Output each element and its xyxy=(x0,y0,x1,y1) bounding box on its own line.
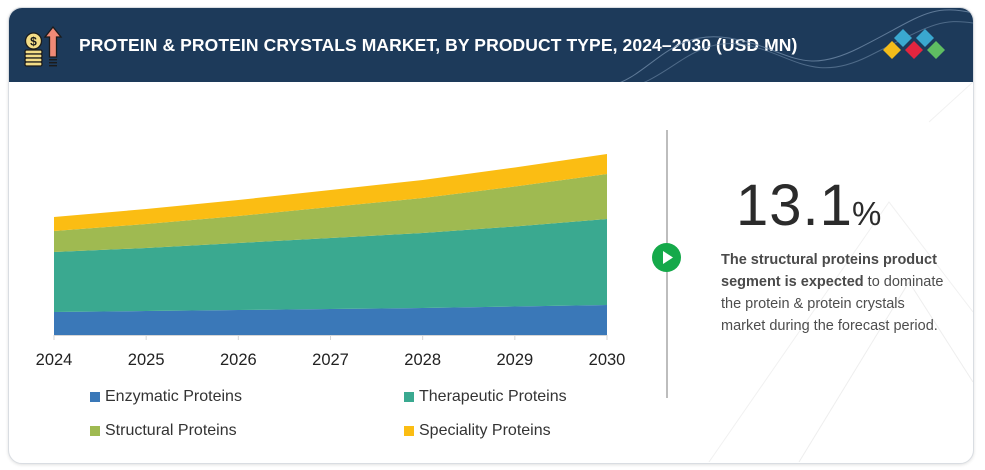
legend-label: Speciality Proteins xyxy=(419,422,551,439)
chart-title: PROTEIN & PROTEIN CRYSTALS MARKET, BY PR… xyxy=(79,35,798,55)
area-speciality-proteins xyxy=(54,154,607,231)
legend-label: Therapeutic Proteins xyxy=(419,388,567,405)
area-structural-proteins xyxy=(54,174,607,252)
legend-label: Structural Proteins xyxy=(105,422,237,439)
stat-description-rest: to dominate the protein & protein crysta… xyxy=(721,274,944,334)
legend-item-speciality: Speciality Proteins xyxy=(404,422,551,440)
legend-swatch xyxy=(90,426,100,436)
play-button[interactable] xyxy=(652,243,681,272)
play-circle-icon xyxy=(663,251,673,264)
brand-logo xyxy=(883,29,945,59)
background-decor xyxy=(708,82,973,462)
x-tick-label: 2024 xyxy=(36,351,73,369)
legend-item-structural: Structural Proteins xyxy=(90,422,237,440)
x-tick-label: 2025 xyxy=(128,351,165,369)
x-tick-label: 2026 xyxy=(220,351,257,369)
legend-item-therapeutic: Therapeutic Proteins xyxy=(404,388,567,406)
x-tick-label: 2029 xyxy=(496,351,533,369)
area-enzymatic-proteins xyxy=(54,305,607,335)
coins-growth-arrow-icon: $ xyxy=(24,25,63,67)
legend-swatch xyxy=(90,392,100,402)
legend-swatch xyxy=(404,392,414,402)
svg-text:$: $ xyxy=(30,35,37,49)
stat-description: The structural proteins product segment … xyxy=(721,249,951,337)
x-tick-label: 2027 xyxy=(312,351,349,369)
area-therapeutic-proteins xyxy=(54,219,607,312)
cagr-value: 13.1 xyxy=(736,173,853,238)
legend-label: Enzymatic Proteins xyxy=(105,388,242,405)
stat-description-bold: The structural proteins product segment … xyxy=(721,252,937,290)
cagr-unit: % xyxy=(852,195,882,232)
decorative-waves xyxy=(619,9,973,82)
legend-swatch xyxy=(404,426,414,436)
header-bar: $ PROTEIN & PROTEIN CRYSTALS MARKET, BY … xyxy=(9,8,973,82)
x-tick-label: 2030 xyxy=(589,351,626,369)
legend-item-enzymatic: Enzymatic Proteins xyxy=(90,388,242,406)
x-tick-label: 2028 xyxy=(404,351,441,369)
